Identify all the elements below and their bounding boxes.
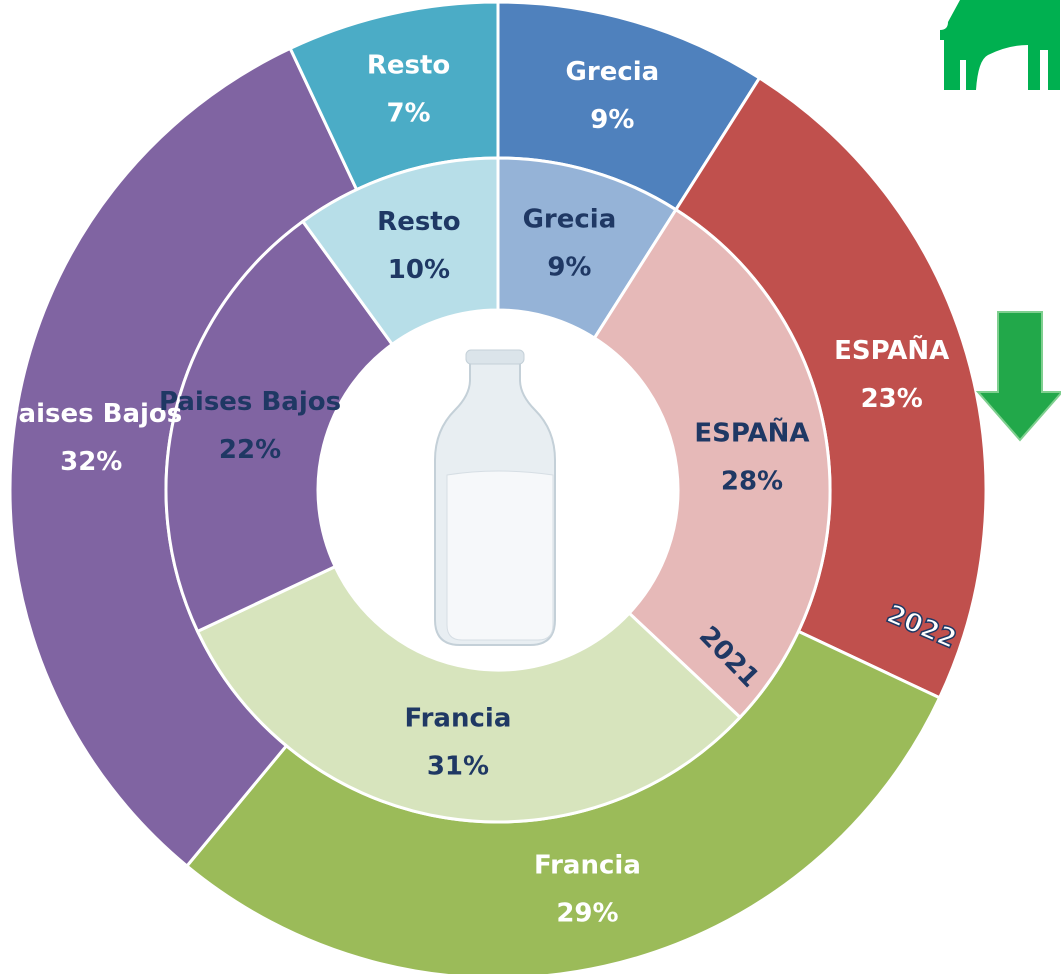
cow-icon — [940, 0, 1060, 90]
slice-category-label: Francia — [405, 703, 512, 733]
slice-category-label: Grecia — [523, 205, 617, 235]
down-arrow — [978, 312, 1061, 440]
slice-value-label: 9% — [590, 105, 634, 135]
slice-category-label: Francia — [534, 851, 641, 881]
slice-value-label: 10% — [388, 255, 450, 285]
slice-value-label: 22% — [219, 435, 281, 465]
slice-value-label: 9% — [547, 253, 591, 283]
slice-category-label: Paises Bajos — [0, 399, 182, 429]
slice-category-label: Paises Bajos — [159, 387, 341, 417]
slice-category-label: ESPAÑA — [694, 416, 809, 448]
milk-bottle-icon — [435, 350, 555, 645]
slice-category-label: Resto — [377, 207, 460, 237]
slice-value-label: 29% — [556, 899, 618, 929]
slice-category-label: Grecia — [566, 57, 660, 87]
slice-value-label: 23% — [861, 384, 923, 414]
slice-value-label: 31% — [427, 751, 489, 781]
slice-value-label: 7% — [386, 98, 430, 128]
slice-category-label: ESPAÑA — [834, 334, 949, 366]
slice-category-label: Resto — [367, 50, 450, 80]
chart: Grecia 9% ESPAÑA 23% Francia 29% Paises Bajos 3… — [0, 0, 1061, 974]
slice-value-label: 32% — [60, 447, 122, 477]
slice-value-label: 28% — [721, 466, 783, 496]
